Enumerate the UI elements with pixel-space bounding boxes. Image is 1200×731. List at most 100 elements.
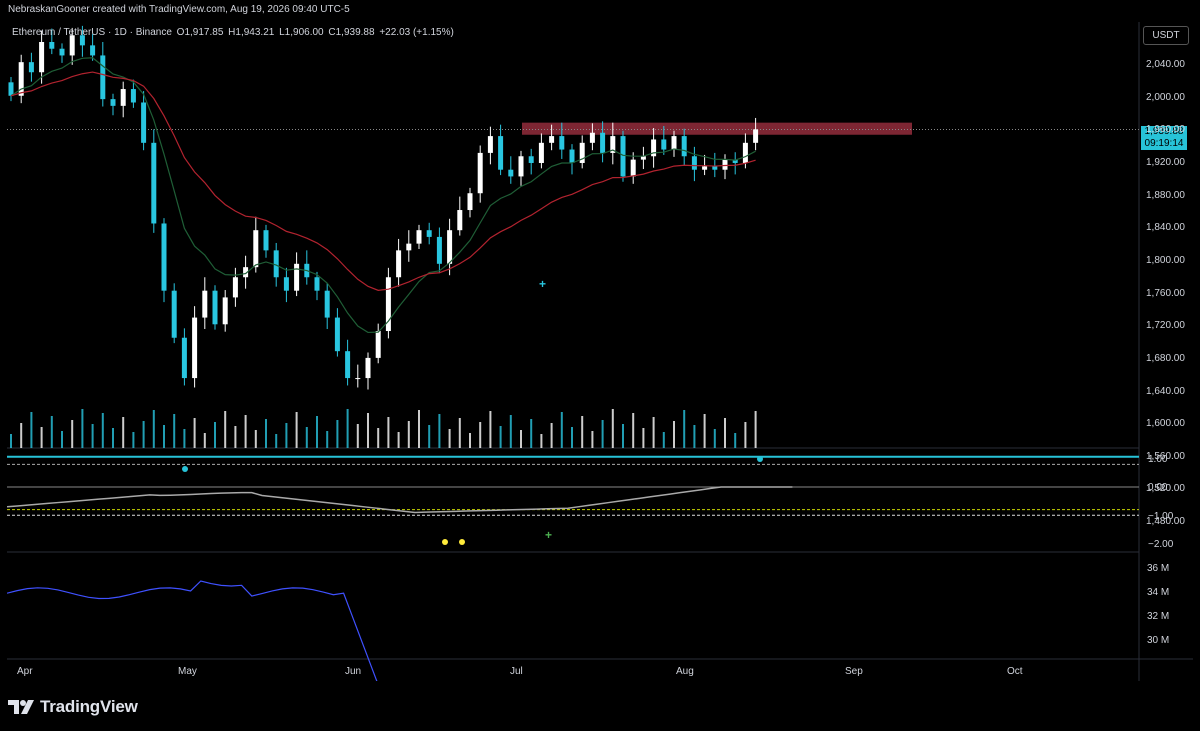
volume-bar — [622, 424, 624, 448]
volume-bar — [407, 421, 410, 448]
resistance-zone — [522, 122, 912, 135]
candle-body — [161, 223, 167, 291]
candle-body — [18, 62, 24, 96]
candle-body — [610, 136, 616, 153]
volume-bar — [71, 420, 74, 448]
volume-bar — [652, 417, 655, 448]
volume-bar — [234, 426, 237, 448]
plus-signal-icon: + — [545, 528, 552, 542]
plus-signal-icon: + — [539, 277, 546, 291]
candle-body — [436, 236, 442, 264]
candle-body — [559, 136, 565, 150]
volume-bar — [469, 433, 471, 448]
candle-body — [355, 378, 361, 380]
volume-bar — [387, 417, 390, 448]
volume-bar — [326, 431, 329, 448]
candle-body — [151, 142, 157, 224]
volume-bar — [601, 420, 604, 448]
volume-bar — [112, 428, 114, 448]
time-axis-label: May — [178, 666, 197, 677]
volume-bar — [30, 412, 33, 448]
candle-body — [457, 210, 463, 231]
candle-body — [314, 277, 320, 291]
candle-body — [39, 42, 45, 73]
volume-bar — [336, 420, 339, 448]
price-axis-label: 1,840.00 — [1146, 222, 1185, 234]
candle-body — [181, 337, 187, 379]
candle-body — [702, 166, 708, 170]
candle-body — [549, 136, 555, 143]
volume-bar — [61, 431, 63, 448]
volume-bar — [305, 427, 308, 448]
price-axis-label: 1,600.00 — [1146, 418, 1185, 430]
ohlc-high: H1,943.21 — [228, 27, 275, 38]
candle-body — [712, 166, 718, 170]
time-axis-label: Jun — [345, 666, 362, 677]
volume-bar — [50, 416, 53, 448]
candle-body — [222, 297, 228, 325]
candle-body — [232, 277, 238, 298]
ema-slow-line — [10, 71, 756, 291]
candle-body — [120, 89, 126, 106]
volume-bar — [244, 415, 247, 448]
volume-bar — [611, 409, 614, 448]
volume-bar — [81, 409, 84, 448]
candle-body — [722, 159, 728, 170]
time-axis-label: Sep — [845, 666, 863, 677]
candle-body — [487, 136, 493, 153]
oscillator-axis-label: −1.00 — [1148, 510, 1174, 522]
candle-body — [681, 136, 687, 157]
bar-countdown: 09:19:14 — [1144, 138, 1184, 149]
volume-bar — [163, 425, 165, 448]
volume-bar — [285, 423, 288, 448]
volume-bar — [91, 424, 94, 448]
candle-body — [640, 156, 646, 160]
symbol-legend[interactable]: Ethereum / TetherUS · 1D · Binance O1,91… — [12, 27, 456, 38]
candle-body — [283, 277, 289, 291]
candle-body — [375, 331, 381, 358]
volume-bar — [183, 429, 186, 448]
candle-body — [49, 42, 55, 49]
currency-selector[interactable]: USDT — [1143, 26, 1189, 45]
volume-bar — [203, 433, 206, 448]
volume-bar — [10, 434, 12, 448]
candle-body — [742, 142, 748, 163]
volume-bar — [642, 428, 645, 448]
volume-bar — [550, 423, 553, 448]
candle-body — [732, 159, 738, 163]
candle-body — [691, 156, 697, 170]
price-axis-label: 1,880.00 — [1146, 189, 1185, 201]
candle-body — [8, 82, 14, 96]
candle-body — [385, 277, 391, 332]
volume-bar — [356, 424, 359, 448]
price-axis-label: 1,520.00 — [1146, 483, 1185, 495]
candle-body — [416, 230, 422, 244]
candle-body — [100, 55, 106, 100]
chart-area[interactable]: ++ — [7, 22, 1193, 681]
obv-line — [7, 580, 378, 681]
candle-body — [518, 156, 524, 177]
candle-body — [447, 230, 453, 264]
tradingview-logo[interactable]: TradingView — [8, 697, 138, 717]
price-axis-label: 1,920.00 — [1146, 156, 1185, 168]
oscillator-line — [7, 486, 793, 514]
price-axis-label: 2,000.00 — [1146, 91, 1185, 103]
ohlc-open: O1,917.85 — [176, 27, 224, 38]
price-axis-label: 1,960.00 — [1146, 124, 1185, 136]
candle-body — [498, 136, 504, 170]
candle-body — [59, 48, 65, 56]
volume-bar — [632, 413, 635, 448]
time-axis-label: Aug — [676, 666, 694, 677]
candle-body — [508, 169, 514, 177]
volume-bar — [713, 429, 716, 448]
ohlc-close: C1,939.88 — [328, 27, 375, 38]
candle-body — [79, 35, 85, 46]
candle-body — [273, 250, 279, 278]
oscillator-axis-label: 0.00 — [1148, 482, 1168, 494]
candle-body — [753, 129, 759, 143]
candle-body — [600, 132, 606, 153]
volume-bar — [560, 412, 563, 448]
obv-axis-label: 32 M — [1147, 611, 1170, 622]
price-axis-label: 2,040.00 — [1146, 59, 1185, 70]
oscillator-axis-label: −2.00 — [1148, 538, 1174, 550]
